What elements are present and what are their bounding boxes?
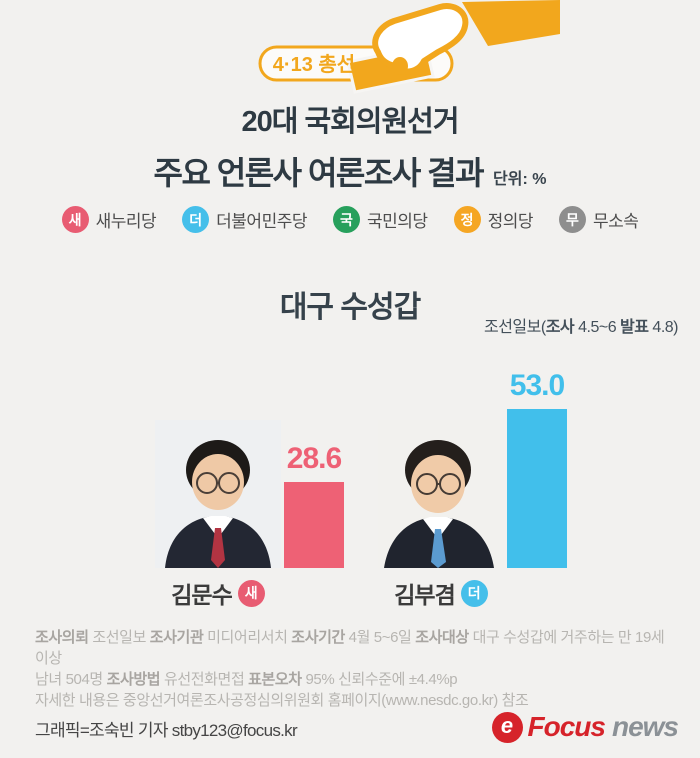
party-circle-icon: 국 [333,206,360,233]
bar-group-kimmoonsoo: 28.6 [283,442,345,568]
poll-bar [507,409,567,568]
election-badge-label: 4·13 총선 [273,53,355,76]
ballot-hand-icon: 4·13 총선 [258,0,560,94]
bar-value-label: 53.0 [509,369,565,402]
legend-item-minjoo: 더 더불어민주당 [182,206,307,233]
logo-text-focus: Focus [527,711,606,742]
party-label: 정의당 [487,212,534,231]
unit-label: 단위: % [493,171,547,188]
survey-line-2: 남녀 504명 조사방법 유선전화면접 표본오차 95% 신뢰수준에 ±4.4%… [35,671,458,688]
legend-item-saenuri: 새 새누리당 [61,206,157,233]
candidate-photo-kimmoonsoo [155,420,281,568]
portrait-placeholder-icon [378,420,504,568]
party-label: 무소속 [592,212,639,231]
candidate-label-kimmoonsoo: 김문수 새 [155,576,281,610]
candidate-name: 김부겸 [394,582,455,608]
district-heading: 대구 수성갑 [279,291,421,324]
legend-item-independent: 무 무소속 [558,206,639,233]
page-title-line1: 20대 국회의원선거 [241,106,459,138]
party-label: 새누리당 [95,212,157,231]
poll-bar [284,482,344,568]
poll-source-label: 조선일보(조사 4.5~6 발표 4.8) [483,319,679,336]
candidate-label-kimbookyum: 김부겸 더 [378,576,504,610]
survey-line-3: 자세한 내용은 중앙선거여론조사공정심의위원회 홈페이지(www.nesdc.g… [35,692,529,709]
party-circle-icon: 더 [182,206,210,233]
party-badge-icon: 새 [237,579,265,607]
page-title-line2: 주요 언론사 여론조사 결과 [153,155,485,191]
arm-shape [462,0,560,46]
candidate-name: 김문수 [171,582,232,608]
focus-logo-mark-icon: e [491,711,523,743]
survey-line-1: 조사의뢰 조선일보 조사기관 미디어리서치 조사기간 4월 5~6일 조사대상 … [35,629,665,667]
party-badge-icon: 더 [460,579,488,607]
party-circle-icon: 새 [61,206,89,233]
party-label: 더불어민주당 [216,212,307,231]
party-label: 국민의당 [367,212,428,231]
survey-methodology-info: 조사의뢰 조선일보 조사기관 미디어리서치 조사기간 4월 5~6일 조사대상 … [35,627,675,711]
fingertip-shape [392,57,408,75]
party-circle-icon: 정 [453,206,481,233]
title-block: 20대 국회의원선거 주요 언론사 여론조사 결과 단위: % [0,98,700,194]
legend-item-kukmin: 국 국민의당 [333,206,428,233]
focus-news-logo: e Focus news [491,711,679,743]
portrait-placeholder-icon [155,420,281,568]
party-legend: 새 새누리당 더 더불어민주당 국 국민의당 정 정의당 무 무소속 [0,206,700,233]
logo-text-news: news [611,711,679,742]
bar-value-label: 28.6 [286,442,342,476]
poll-bar-chart: 28.6 김문수 새 53.0 김부겸 [0,369,700,615]
party-circle-icon: 무 [558,206,586,233]
candidate-photo-kimbookyum [378,420,504,568]
legend-item-justice: 정 정의당 [453,206,534,233]
bar-group-kimbookyum: 53.0 [506,369,568,568]
graphic-credit: 그래픽=조숙빈 기자 stby123@focus.kr [35,721,298,740]
